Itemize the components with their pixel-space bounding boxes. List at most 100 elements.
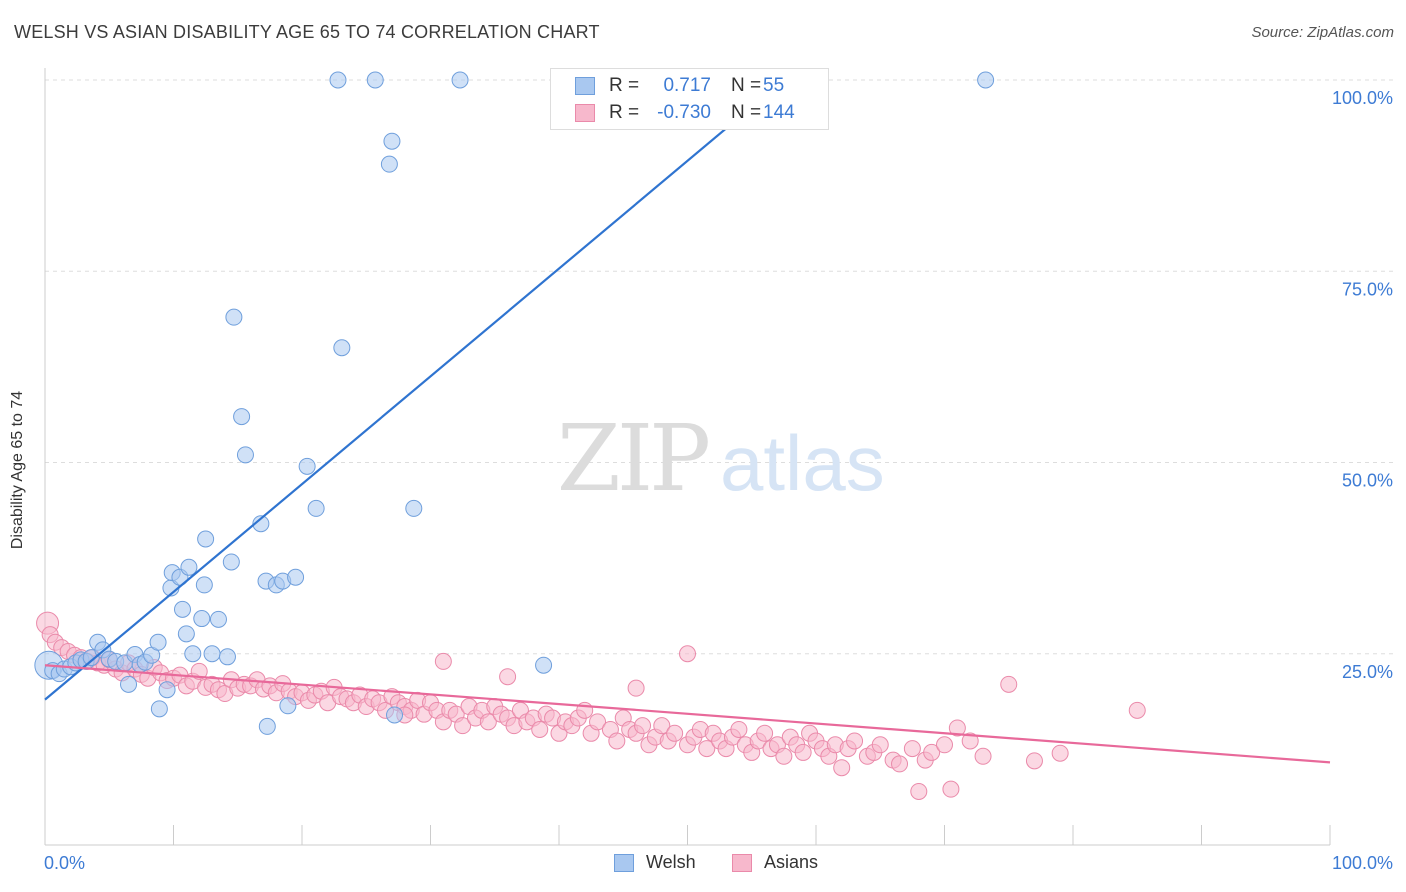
welsh-point [120,675,138,693]
asians-swatch [575,104,595,122]
asian-point [775,747,793,765]
asian-point [923,743,941,761]
welsh-point [158,681,176,699]
welsh-swatch [575,77,595,95]
trend-lines [44,79,1331,764]
legend-row-asians: R = -0.730 N = 144 [551,101,828,127]
asian-point [1000,675,1018,693]
chart-title: WELSH VS ASIAN DISABILITY AGE 65 TO 74 C… [14,22,600,42]
legend-r-label: R = [609,102,640,123]
asian-point [634,717,652,735]
tick-labels: 25.0% 50.0% 75.0% 100.0% 0.0% 100.0% [44,88,1393,873]
welsh-point [218,648,236,666]
asian-point [910,782,928,800]
asian-point [948,719,966,737]
asian-point [499,668,517,686]
welsh-point [184,645,202,663]
y-axis-label: Disability Age 65 to 74 [9,390,26,550]
legend-r-label: R = [609,75,640,96]
legend-n-value: 55 [763,75,785,96]
welsh-point [222,553,240,571]
asian-point [666,724,684,742]
welsh-point [197,530,215,548]
welsh-swatch [614,854,634,872]
bottom-legend-label: Asians [764,852,819,872]
welsh-point [150,700,168,718]
welsh-point [279,697,297,715]
welsh-point [329,71,347,89]
asian-point [936,736,953,754]
source-label: Source: ZipAtlas.com [1251,24,1394,41]
asian-point [531,720,549,738]
legend-n-value: 144 [763,102,795,123]
asian-point [903,740,921,758]
asian-point [627,679,645,697]
asian-point [730,720,748,738]
welsh-point [149,633,167,651]
welsh-point [535,656,553,674]
welsh-point [193,610,211,628]
bottom-legend-asians: Asians [732,851,842,877]
asian-point [190,662,208,680]
asian-point [454,717,472,735]
y-tick-label: 25.0% [1342,662,1393,682]
asian-point [608,732,626,750]
asian-point [891,755,909,773]
welsh-point [386,706,404,724]
asian-point [698,740,716,758]
welsh-point [380,155,398,173]
welsh-point [451,71,469,89]
welsh-point [252,515,270,533]
asian-point [479,713,497,731]
bottom-legend-welsh: Welsh [614,851,714,877]
asians-trend-line [44,664,1331,764]
bottom-legend-label: Welsh [646,852,696,872]
stats-legend: R = 0.717 N = 55 R = -0.730 N = 144 [550,68,829,130]
legend-n-label: N = [731,75,762,96]
x-tick-label-max: 100.0% [1332,853,1393,873]
asian-point [961,732,979,750]
asian-point [756,724,774,742]
welsh-point [298,457,316,475]
watermark-atlas: atlas [720,419,885,507]
asian-point [1128,701,1146,719]
asian-point [942,780,960,798]
welsh-point [177,625,195,643]
asian-point [589,713,607,731]
welsh-point [383,132,401,150]
y-tick-label: 50.0% [1342,471,1393,491]
legend-n-label: N = [731,102,762,123]
welsh-point [405,499,423,517]
welsh-point [307,499,325,517]
welsh-point [209,610,227,628]
welsh-point [366,71,384,89]
welsh-point [173,600,191,618]
asian-point [974,747,992,765]
legend-r-value: -0.730 [657,102,711,123]
asians-swatch [732,854,752,872]
asian-point [846,732,864,750]
y-tick-label: 75.0% [1342,279,1393,299]
asian-point [1051,744,1069,762]
asian-point [1025,752,1043,770]
asian-point [833,759,851,777]
watermark-zip: ZIP [557,405,708,512]
asian-point [434,652,452,670]
asian-point [679,645,696,663]
welsh-point [203,645,221,663]
asians-points [36,611,1146,800]
grid-lines [45,79,1394,655]
asian-point [794,743,812,761]
welsh-point [180,558,198,576]
welsh-points [34,71,995,735]
welsh-point [233,408,251,426]
welsh-point [225,308,243,326]
legend-r-value: 0.717 [663,75,711,96]
welsh-trend-line [44,79,785,701]
x-tick-label-min: 0.0% [44,853,85,873]
asian-point [871,736,889,754]
y-tick-label: 100.0% [1332,88,1393,108]
welsh-point [236,446,254,464]
asian-point [653,717,671,735]
